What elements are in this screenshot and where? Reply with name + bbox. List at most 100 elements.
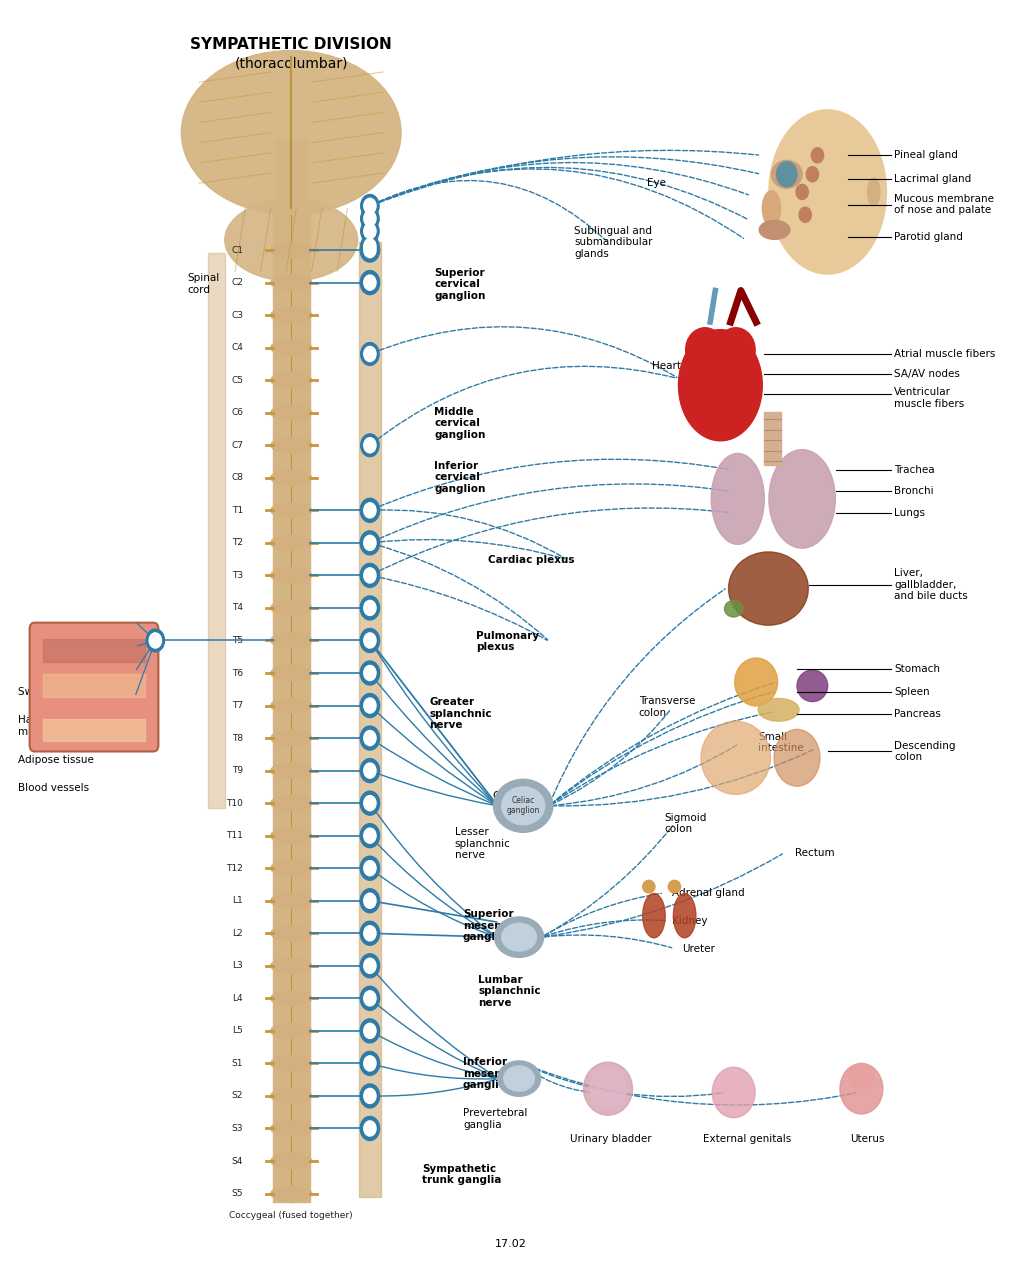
Circle shape (360, 759, 380, 783)
Circle shape (360, 921, 380, 945)
Circle shape (364, 568, 376, 584)
Text: C5: C5 (231, 375, 243, 385)
Text: Lungs: Lungs (894, 508, 925, 518)
Text: C7: C7 (231, 441, 243, 450)
Text: Inferior
cervical
ganglion: Inferior cervical ganglion (434, 461, 485, 494)
Ellipse shape (270, 568, 311, 584)
Circle shape (364, 990, 376, 1005)
Circle shape (364, 633, 376, 648)
Ellipse shape (494, 779, 553, 832)
Text: Prevertebral
ganglia: Prevertebral ganglia (463, 1108, 527, 1130)
Text: Kidney: Kidney (673, 916, 708, 926)
Circle shape (364, 1023, 376, 1038)
Circle shape (364, 198, 376, 213)
Ellipse shape (498, 1061, 541, 1096)
Ellipse shape (759, 220, 790, 240)
Text: Urinary bladder: Urinary bladder (570, 1134, 652, 1144)
Text: Uterus: Uterus (850, 1134, 885, 1144)
Ellipse shape (584, 1062, 633, 1115)
Circle shape (360, 235, 379, 258)
Ellipse shape (270, 1023, 311, 1038)
Circle shape (364, 503, 376, 518)
Text: Coccygeal (fused together): Coccygeal (fused together) (229, 1210, 353, 1220)
Ellipse shape (762, 191, 780, 226)
Circle shape (364, 346, 376, 361)
Circle shape (364, 1089, 376, 1104)
Text: Celiac
ganglion: Celiac ganglion (493, 791, 538, 813)
Ellipse shape (270, 1056, 311, 1071)
Text: S3: S3 (231, 1124, 243, 1133)
Circle shape (360, 791, 380, 815)
Circle shape (364, 926, 376, 941)
Text: Transverse
colon: Transverse colon (639, 696, 695, 719)
Ellipse shape (225, 198, 357, 282)
Circle shape (150, 633, 162, 648)
Text: Lacrimal gland: Lacrimal gland (894, 174, 972, 184)
Ellipse shape (270, 536, 311, 551)
Text: T8: T8 (232, 734, 243, 743)
Circle shape (360, 499, 380, 523)
Ellipse shape (674, 894, 696, 937)
Ellipse shape (867, 178, 880, 206)
Text: Greater
splanchnic
nerve: Greater splanchnic nerve (429, 697, 492, 730)
Text: Lesser
splanchnic
nerve: Lesser splanchnic nerve (455, 827, 511, 860)
Text: Inferior
mesenteric
ganglion: Inferior mesenteric ganglion (463, 1057, 528, 1090)
Text: SYMPATHETIC DIVISION: SYMPATHETIC DIVISION (190, 37, 392, 52)
Text: T3: T3 (232, 571, 243, 580)
Text: S5: S5 (231, 1188, 243, 1199)
Text: L2: L2 (232, 928, 243, 937)
Text: T2: T2 (232, 538, 243, 547)
Text: T4: T4 (232, 604, 243, 613)
Circle shape (360, 693, 380, 717)
Text: S2: S2 (231, 1091, 243, 1100)
Ellipse shape (270, 503, 311, 518)
Circle shape (364, 275, 376, 290)
Circle shape (146, 629, 165, 652)
Ellipse shape (701, 721, 770, 794)
Circle shape (776, 162, 797, 187)
Ellipse shape (270, 308, 311, 323)
Circle shape (364, 224, 376, 239)
Ellipse shape (728, 552, 808, 625)
Ellipse shape (270, 730, 311, 745)
Ellipse shape (679, 330, 762, 441)
Text: C4: C4 (231, 344, 243, 352)
Ellipse shape (590, 1070, 627, 1108)
Circle shape (364, 211, 376, 226)
Text: Spleen: Spleen (894, 687, 930, 697)
Ellipse shape (769, 110, 887, 274)
Text: Sublingual and
submandibular
glands: Sublingual and submandibular glands (574, 226, 652, 259)
Circle shape (360, 270, 380, 294)
Ellipse shape (270, 893, 311, 908)
Text: L1: L1 (232, 897, 243, 906)
Text: Adipose tissue: Adipose tissue (18, 755, 94, 765)
Text: Cardiac plexus: Cardiac plexus (488, 554, 574, 565)
Circle shape (364, 698, 376, 714)
Circle shape (360, 986, 380, 1010)
Ellipse shape (270, 698, 311, 714)
Ellipse shape (797, 669, 827, 702)
Ellipse shape (181, 51, 401, 215)
Text: Sweat gland: Sweat gland (18, 687, 83, 697)
Ellipse shape (270, 340, 311, 355)
Text: Pancreas: Pancreas (894, 709, 941, 719)
Circle shape (364, 666, 376, 681)
Circle shape (360, 1084, 380, 1108)
Text: C3: C3 (231, 311, 243, 320)
Text: Small
intestine: Small intestine (758, 731, 804, 754)
Circle shape (360, 237, 380, 263)
Ellipse shape (270, 1120, 311, 1135)
Bar (43, 639, 145, 662)
Text: T6: T6 (232, 668, 243, 677)
Circle shape (360, 207, 379, 230)
FancyBboxPatch shape (30, 623, 159, 751)
Ellipse shape (771, 160, 802, 188)
Text: Trachea: Trachea (894, 465, 935, 475)
Text: Parotid gland: Parotid gland (894, 232, 963, 242)
Ellipse shape (502, 787, 545, 825)
Ellipse shape (643, 880, 655, 893)
Ellipse shape (686, 328, 724, 371)
Ellipse shape (495, 917, 544, 957)
Circle shape (360, 596, 380, 620)
Ellipse shape (849, 1063, 874, 1089)
